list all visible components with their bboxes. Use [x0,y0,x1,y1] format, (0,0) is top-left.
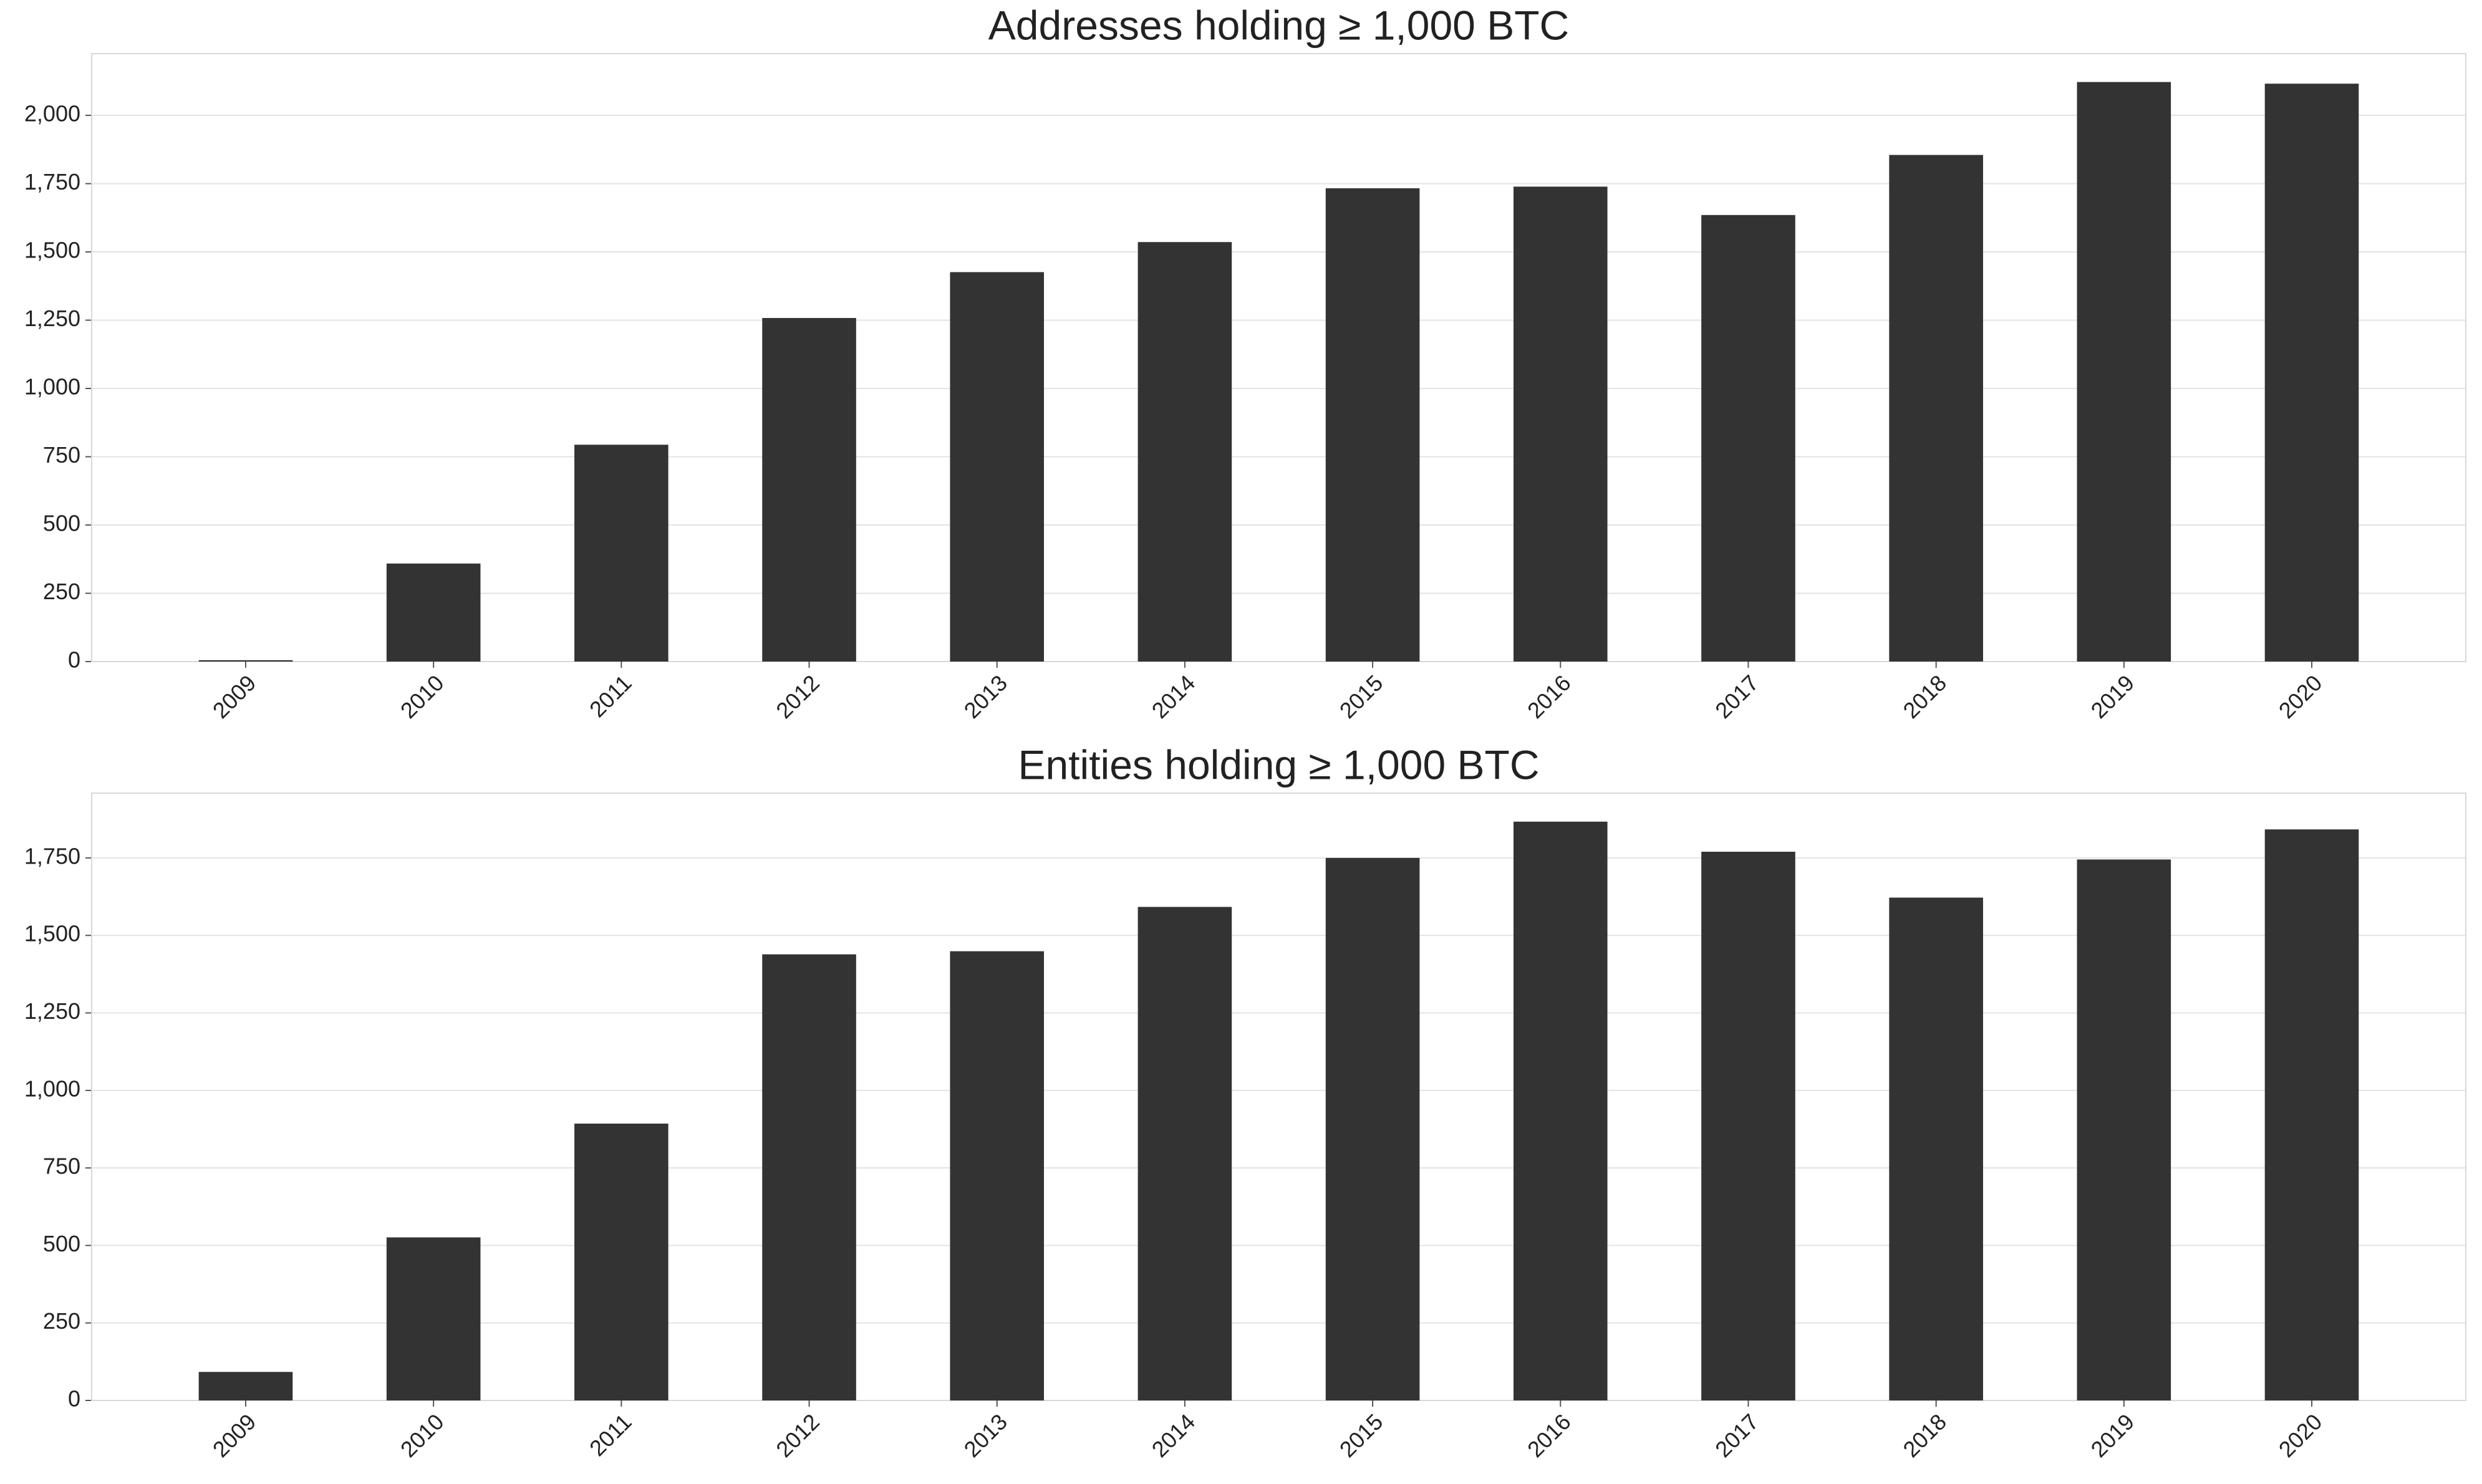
plot-frame [91,53,2466,662]
x-tick-label: 2018 [1898,1409,1951,1462]
bar [1137,242,1232,662]
x-tick-label: 2017 [1710,670,1764,723]
bar [762,317,856,662]
bar [1889,155,1983,662]
x-tick-label: 2016 [1522,1409,1576,1462]
bar [386,1237,481,1400]
bar [950,272,1045,662]
x-tick-label: 2014 [1147,1409,1200,1462]
bar [1325,857,1420,1400]
bar [1137,907,1232,1400]
y-tick-label: 1,000 [24,1076,80,1101]
x-tick-label: 2020 [2274,670,2327,723]
bar [1513,821,1608,1400]
x-tick-label: 2013 [959,670,1012,723]
y-tick-label: 1,750 [24,843,80,869]
x-tick-label: 2010 [395,670,449,723]
bar [762,954,856,1400]
y-tick-label: 500 [43,1231,80,1256]
x-tick-label: 2009 [208,670,261,723]
y-tick-label: 250 [43,579,80,604]
chart-title: Addresses holding ≥ 1,000 BTC [988,2,1569,48]
x-tick-label: 2019 [2086,1409,2140,1462]
bar [198,660,293,662]
x-tick-label: 2017 [1710,1409,1764,1462]
x-tick-label: 2019 [2086,670,2140,723]
bar [1513,186,1608,662]
x-tick-label: 2013 [959,1409,1012,1462]
bar [1325,188,1420,662]
x-tick-label: 2012 [771,1409,824,1462]
bar [1701,214,1795,662]
bar [386,563,481,662]
bar [1889,897,1983,1400]
x-tick-label: 2010 [395,1409,449,1462]
y-tick-label: 500 [43,511,80,536]
bar [2264,829,2359,1400]
bar [198,1372,293,1400]
bar [2077,859,2171,1400]
x-tick-label: 2018 [1898,670,1951,723]
y-tick-label: 0 [68,1386,80,1412]
x-tick-label: 2015 [1335,670,1388,723]
y-tick-label: 2,000 [24,101,80,127]
y-tick-label: 750 [43,442,80,468]
y-tick-label: 1,000 [24,374,80,400]
y-tick-label: 1,250 [24,998,80,1024]
bar [574,1124,669,1400]
y-tick-label: 250 [43,1308,80,1334]
x-tick-label: 2009 [208,1409,261,1462]
bar [2264,84,2359,662]
y-tick-label: 1,250 [24,306,80,331]
y-tick-label: 1,500 [24,238,80,263]
y-tick-label: 0 [68,647,80,673]
y-tick-label: 750 [43,1154,80,1179]
plot-frame [91,793,2466,1401]
x-tick-label: 2016 [1522,670,1576,723]
x-tick-label: 2015 [1335,1409,1388,1462]
chart-title: Entities holding ≥ 1,000 BTC [1018,741,1539,788]
x-tick-label: 2012 [771,670,824,723]
y-tick-label: 1,500 [24,921,80,947]
x-tick-label: 2011 [584,1409,637,1461]
bar [950,951,1045,1400]
x-tick-label: 2014 [1147,670,1200,723]
y-tick-label: 1,750 [24,169,80,195]
x-tick-label: 2020 [2274,1409,2327,1462]
bar [2077,82,2171,662]
x-tick-label: 2011 [584,670,637,722]
bar [574,445,669,662]
bar [1701,851,1795,1400]
